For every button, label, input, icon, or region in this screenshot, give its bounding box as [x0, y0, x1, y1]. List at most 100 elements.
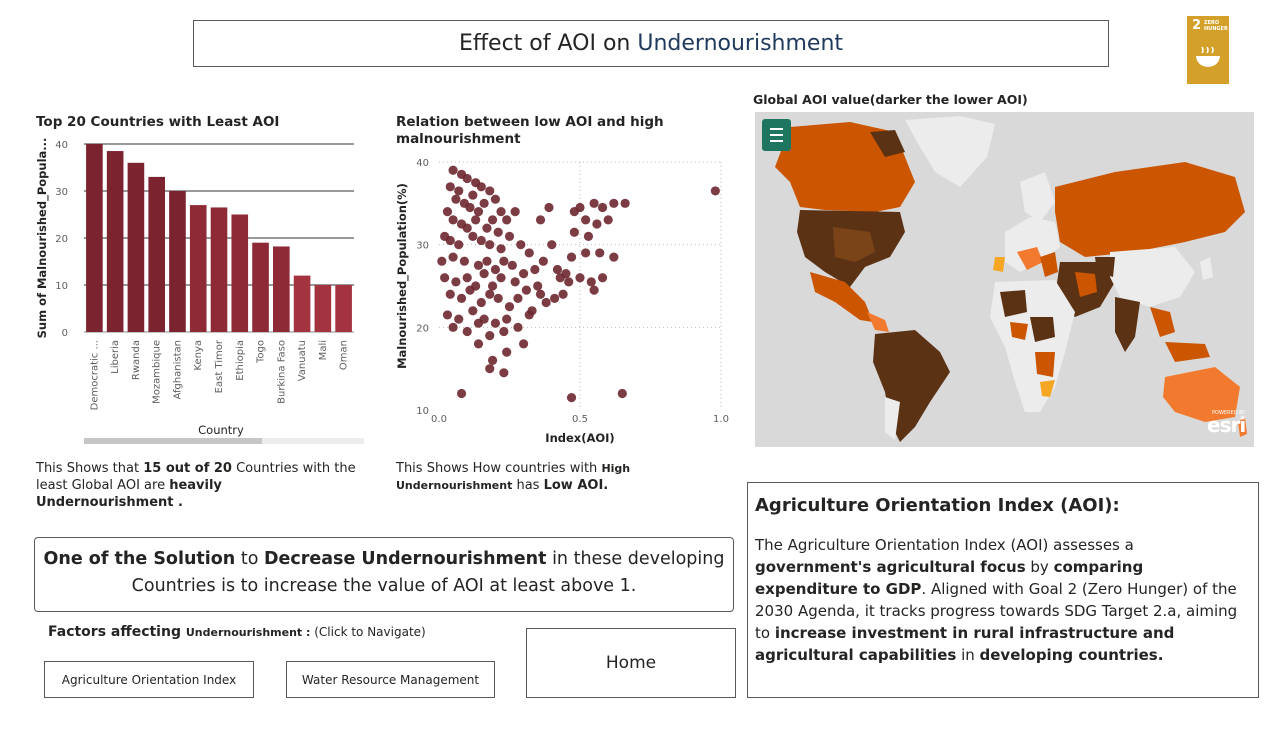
scatter-point-47: [451, 277, 461, 287]
aoi-text: . Aligned with Goal 2 (Zero Hunger) of t…: [755, 580, 1238, 642]
scatter-x-axis-label: Index(AOI): [545, 431, 614, 445]
scatter-point-13: [479, 198, 489, 208]
factors-hint: (Click to Navigate): [314, 625, 426, 639]
bar-x-tick-label: Burkina Faso: [276, 340, 287, 404]
map-australia[interactable]: [1163, 367, 1240, 422]
bar-2: [127, 162, 145, 332]
bar-5: [189, 205, 207, 332]
hamburger-icon[interactable]: [762, 119, 791, 151]
map-southern-africa[interactable]: [1035, 352, 1055, 377]
world-map[interactable]: [755, 112, 1254, 447]
map-north-africa[interactable]: [1000, 290, 1027, 317]
scatter-point-78: [473, 318, 484, 328]
scatter-point-85: [485, 364, 495, 374]
scatter-point-94: [597, 202, 608, 213]
map-scandinavia[interactable]: [1020, 172, 1055, 222]
scatter-point-68: [442, 310, 453, 320]
scatter-point-104: [595, 248, 605, 258]
map-russia[interactable]: [1055, 162, 1245, 257]
map-india[interactable]: [1115, 297, 1140, 352]
scatter-point-18: [448, 215, 458, 225]
scatter-point-113: [547, 240, 557, 250]
scatter-point-50: [479, 269, 489, 279]
scatter-point-33: [504, 231, 515, 241]
scatter-point-92: [575, 202, 585, 213]
scatter-x-tick-label: 0.5: [572, 414, 588, 425]
bar-x-tick-label: Togo: [256, 340, 267, 364]
agriculture-orientation-index-button[interactable]: Agriculture Orientation Index: [44, 661, 254, 698]
scatter-point-61: [493, 293, 503, 303]
map-mozambique[interactable]: [1040, 380, 1055, 397]
note-bold: High Undernourishment: [396, 462, 631, 492]
map-western-europe[interactable]: [1017, 247, 1043, 270]
map-kazakhstan[interactable]: [1095, 257, 1115, 277]
scatter-point-102: [566, 252, 577, 262]
map-west-africa[interactable]: [1010, 322, 1028, 340]
bar-x-tick-label: Democratic ...: [89, 340, 100, 410]
scatter-point-58: [465, 285, 475, 295]
scatter-point-35: [524, 248, 534, 258]
scatter-point-70: [468, 306, 478, 316]
bar-x-axis-label: Country: [198, 423, 244, 437]
scatter-point-42: [499, 256, 509, 266]
map-usa-interior[interactable]: [833, 227, 875, 262]
scatter-point-14: [490, 194, 500, 204]
map-europe[interactable]: [1005, 217, 1060, 272]
map-japan[interactable]: [1200, 257, 1213, 280]
scatter-point-74: [513, 322, 523, 332]
map-indonesia[interactable]: [1165, 342, 1210, 362]
scatter-point-107: [597, 273, 608, 283]
scatter-point-86: [499, 368, 509, 378]
bar-9: [273, 246, 290, 332]
bar-y-tick-label: 10: [55, 281, 68, 292]
esri-powered-by: POWERED BY: [1212, 410, 1246, 416]
map-chile-argentina[interactable]: [885, 397, 900, 440]
scatter-point-98: [592, 219, 602, 229]
map-iran[interactable]: [1075, 272, 1097, 297]
scatter-point-112: [544, 202, 554, 213]
scatter-point-79: [485, 331, 495, 341]
map-china[interactable]: [1110, 247, 1195, 307]
map-mexico[interactable]: [810, 272, 873, 322]
water-resource-management-button[interactable]: Water Resource Management: [286, 661, 495, 698]
map-iberia[interactable]: [993, 257, 1005, 272]
scatter-point-111: [535, 215, 546, 225]
scatter-point-90: [710, 186, 720, 196]
map-eastern-europe[interactable]: [1040, 252, 1058, 277]
aoi-bold: developing countries.: [979, 646, 1164, 664]
scatter-point-75: [524, 310, 534, 320]
bar-chart-title: Top 20 Countries with Least AOI: [36, 114, 280, 130]
bar-x-tick-label: Mozambique: [152, 340, 163, 404]
scatter-point-46: [440, 273, 450, 283]
map-southeast-asia[interactable]: [1150, 307, 1175, 337]
scatter-point-88: [566, 393, 577, 403]
world-map-shapes: [775, 116, 1247, 442]
scatter-point-45: [530, 264, 540, 275]
solution-text: in these developing Countries is to incr…: [131, 549, 725, 596]
scatter-point-115: [538, 256, 548, 266]
scatter-point-114: [552, 264, 563, 275]
scatter-point-11: [465, 202, 475, 213]
bar-scrollbar-thumb: [84, 438, 262, 444]
map-arctic-islands[interactable]: [870, 130, 905, 157]
note-bold: Low AOI.: [543, 478, 609, 493]
home-button[interactable]: Home: [526, 628, 736, 698]
scatter-point-15: [496, 207, 506, 217]
map-new-zealand[interactable]: [1238, 417, 1247, 437]
scatter-point-34: [516, 240, 526, 250]
scatter-point-73: [502, 314, 512, 324]
map-central-america[interactable]: [867, 312, 889, 332]
scatter-x-tick-label: 0.0: [431, 414, 447, 425]
map-south-america[interactable]: [873, 330, 950, 442]
scatter-point-25: [510, 207, 520, 217]
map-central-africa[interactable]: [1030, 317, 1055, 342]
scatter-point-62: [504, 302, 515, 312]
scatter-point-32: [496, 244, 506, 254]
map-greenland[interactable]: [905, 116, 995, 187]
scatter-point-118: [564, 277, 574, 287]
scatter-point-80: [499, 326, 509, 337]
scatter-point-38: [459, 256, 469, 266]
scatter-point-44: [519, 269, 529, 279]
aoi-bold: government's agricultural focus: [755, 558, 1026, 576]
bar-x-tick-label: Ethiopia: [235, 340, 246, 381]
